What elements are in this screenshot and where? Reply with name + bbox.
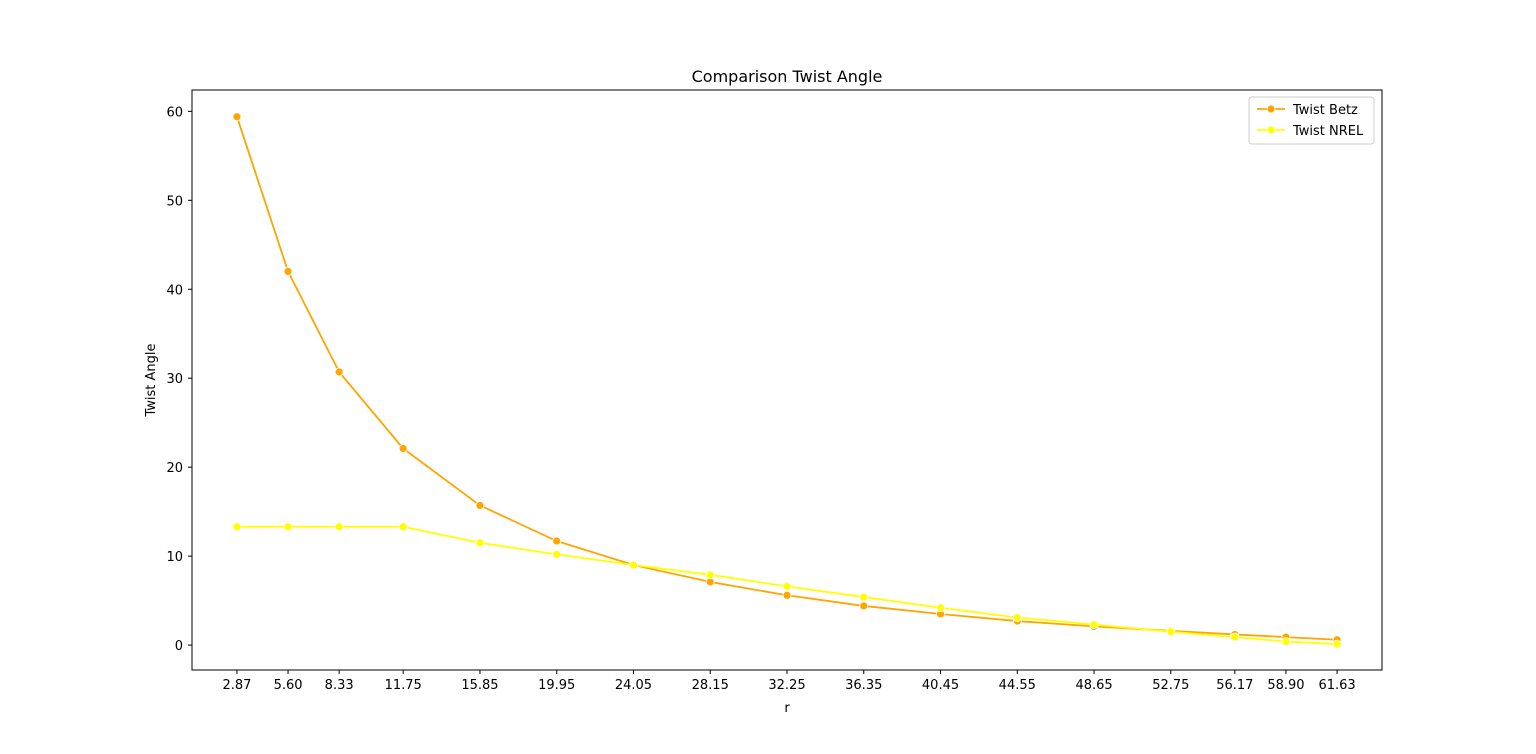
x-tick-label: 28.15 <box>692 678 729 693</box>
data-point-twist-betz <box>552 536 562 546</box>
data-point-twist-nrel <box>859 592 869 602</box>
data-point-twist-nrel <box>1089 620 1099 630</box>
y-tick-label: 20 <box>166 461 183 476</box>
data-point-twist-nrel <box>1332 639 1342 649</box>
data-point-twist-nrel <box>283 522 293 532</box>
legend: Twist Betz Twist NREL <box>1248 96 1375 145</box>
data-point-twist-betz <box>283 267 293 276</box>
data-point-twist-betz <box>859 601 869 611</box>
legend-label-twist-betz: Twist Betz <box>1292 103 1358 118</box>
y-tick-label: 40 <box>166 283 183 298</box>
data-point-twist-betz <box>398 444 408 453</box>
data-point-twist-nrel <box>705 570 715 580</box>
legend-marker-twist-nrel <box>1266 125 1276 135</box>
data-point-twist-nrel <box>1166 627 1176 637</box>
x-tick-label: 58.90 <box>1267 678 1304 693</box>
x-axis: 2.87 5.60 8.33 11.75 15.85 19.95 24.05 28.15 32.… <box>222 670 1356 693</box>
x-tick-label: 52.75 <box>1152 678 1189 693</box>
y-axis-label: Twist Angle <box>144 343 159 417</box>
x-tick-label: 8.33 <box>325 678 354 693</box>
data-point-twist-nrel <box>1012 613 1022 622</box>
x-tick-label: 19.95 <box>538 678 575 693</box>
y-tick-label: 60 <box>166 105 183 120</box>
y-tick-label: 30 <box>166 372 183 387</box>
y-tick-label: 50 <box>166 194 183 209</box>
x-tick-label: 24.05 <box>615 678 652 693</box>
x-tick-label: 48.65 <box>1075 678 1112 693</box>
x-tick-label: 2.87 <box>222 678 251 693</box>
data-point-twist-nrel <box>398 522 408 532</box>
data-point-twist-nrel <box>782 581 792 591</box>
x-axis-label: r <box>784 701 790 716</box>
x-tick-label: 61.63 <box>1318 678 1355 693</box>
data-point-twist-nrel <box>936 603 945 613</box>
data-point-twist-nrel <box>334 522 344 532</box>
data-point-twist-nrel <box>1281 637 1291 646</box>
y-axis: 0 10 20 30 40 50 60 <box>166 105 192 654</box>
x-tick-label: 36.35 <box>845 678 882 693</box>
series-layer <box>232 112 1342 649</box>
data-point-twist-nrel <box>475 538 485 548</box>
data-point-twist-betz <box>475 501 485 510</box>
data-point-twist-betz <box>782 590 792 600</box>
data-point-twist-nrel <box>232 522 242 532</box>
x-tick-label: 11.75 <box>385 678 422 693</box>
data-point-twist-nrel <box>629 560 638 570</box>
x-tick-label: 40.45 <box>922 678 959 693</box>
data-point-twist-nrel <box>552 549 562 559</box>
legend-label-twist-nrel: Twist NREL <box>1292 124 1364 139</box>
data-point-twist-betz <box>334 367 344 377</box>
y-tick-label: 0 <box>175 639 183 654</box>
x-tick-label: 15.85 <box>461 678 498 693</box>
chart-title: Comparison Twist Angle <box>692 67 883 86</box>
x-tick-label: 5.60 <box>274 678 303 693</box>
x-tick-label: 56.17 <box>1216 678 1253 693</box>
x-tick-label: 44.55 <box>999 678 1036 693</box>
data-point-twist-betz <box>232 112 242 122</box>
legend-marker-twist-betz <box>1266 104 1276 114</box>
x-tick-label: 32.25 <box>768 678 805 693</box>
data-point-twist-nrel <box>1230 632 1240 642</box>
y-tick-label: 10 <box>166 550 183 565</box>
